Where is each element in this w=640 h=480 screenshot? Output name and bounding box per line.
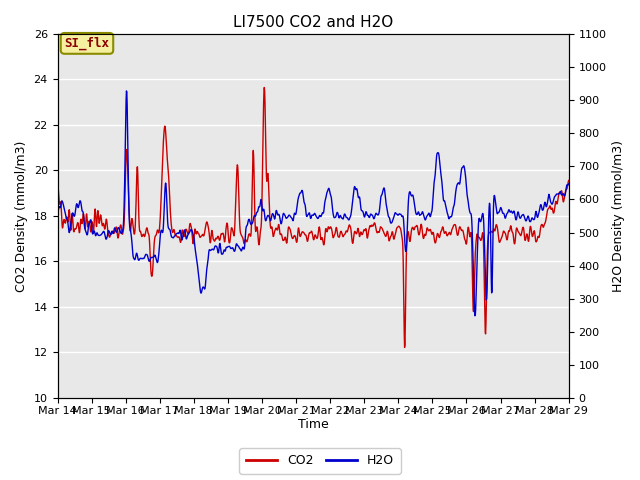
H2O	[471, 313, 479, 319]
H2O	[460, 164, 467, 169]
H2O	[156, 248, 163, 253]
Title: LI7500 CO2 and H2O: LI7500 CO2 and H2O	[233, 15, 393, 30]
H2O	[392, 211, 400, 217]
CO2	[460, 231, 467, 237]
Line: H2O: H2O	[58, 91, 569, 316]
CO2	[225, 234, 232, 240]
CO2	[168, 221, 175, 227]
Y-axis label: CO2 Density (mmol/m3): CO2 Density (mmol/m3)	[15, 140, 28, 292]
Y-axis label: H2O Density (mmol/m3): H2O Density (mmol/m3)	[612, 140, 625, 292]
CO2	[565, 178, 573, 183]
Text: SI_flx: SI_flx	[65, 37, 109, 50]
CO2	[54, 181, 61, 187]
CO2	[392, 227, 400, 232]
Legend: CO2, H2O: CO2, H2O	[239, 448, 401, 474]
CO2	[505, 228, 513, 234]
X-axis label: Time: Time	[298, 419, 328, 432]
CO2	[401, 345, 408, 350]
H2O	[505, 207, 513, 213]
CO2	[260, 84, 268, 90]
H2O	[565, 181, 573, 187]
H2O	[54, 212, 61, 217]
H2O	[168, 234, 175, 240]
H2O	[123, 88, 131, 94]
Line: CO2: CO2	[58, 87, 569, 348]
CO2	[155, 230, 163, 236]
H2O	[225, 243, 232, 249]
